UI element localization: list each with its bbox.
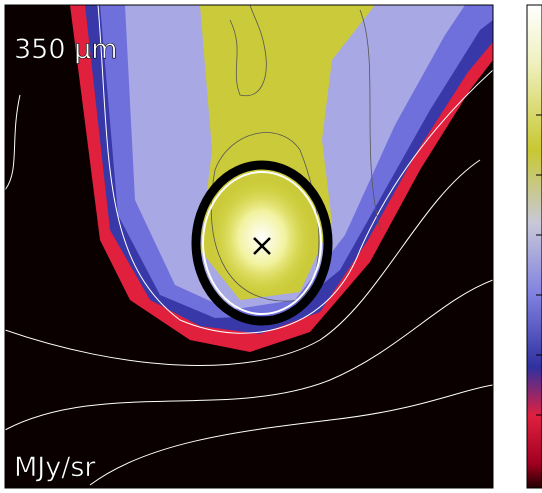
map: 350 μm MJy/sr (5, 5, 493, 488)
panel-frame (4, 4, 494, 489)
colorbar-ticks (536, 114, 542, 416)
unit-label: MJy/sr (14, 452, 96, 483)
colorbar (526, 4, 542, 489)
panel-label: 350 μm (14, 34, 118, 65)
